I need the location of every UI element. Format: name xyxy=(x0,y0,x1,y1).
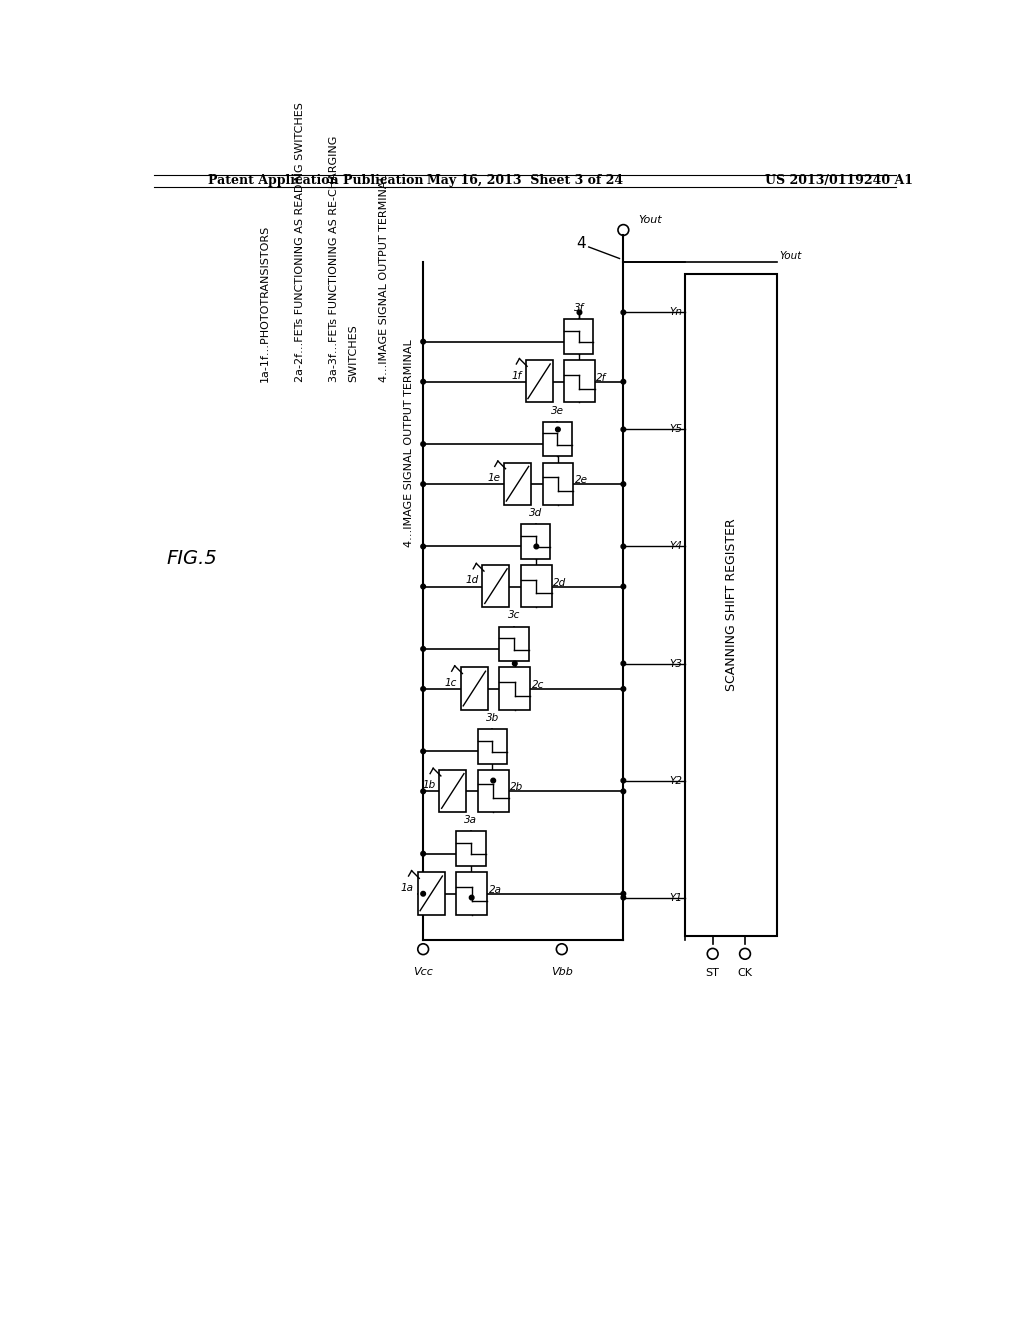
Circle shape xyxy=(421,585,425,589)
Text: 1d: 1d xyxy=(465,576,478,585)
Text: 2c: 2c xyxy=(531,680,544,690)
Text: Yn: Yn xyxy=(670,308,683,317)
Circle shape xyxy=(621,779,626,783)
Circle shape xyxy=(421,544,425,549)
Bar xyxy=(504,462,531,506)
Circle shape xyxy=(621,585,626,589)
Circle shape xyxy=(556,428,560,432)
Bar xyxy=(500,668,530,710)
Circle shape xyxy=(469,895,474,900)
Text: 2a-2f…FETs FUNCTIONING AS READING SWITCHES: 2a-2f…FETs FUNCTIONING AS READING SWITCH… xyxy=(295,102,304,381)
Circle shape xyxy=(621,891,626,896)
Circle shape xyxy=(421,647,425,651)
Text: 3a: 3a xyxy=(465,816,477,825)
Bar xyxy=(521,524,550,558)
Circle shape xyxy=(421,482,425,487)
Text: 4…IMAGE SIGNAL OUTPUT TERMINAL: 4…IMAGE SIGNAL OUTPUT TERMINAL xyxy=(379,174,389,381)
Text: CK: CK xyxy=(737,969,753,978)
Bar xyxy=(418,873,444,915)
Bar xyxy=(461,668,487,710)
Bar xyxy=(482,565,509,607)
Text: Y5: Y5 xyxy=(670,425,683,434)
Circle shape xyxy=(490,779,496,783)
Circle shape xyxy=(421,851,425,857)
Text: ST: ST xyxy=(706,969,720,978)
Text: Y4: Y4 xyxy=(670,541,683,552)
Circle shape xyxy=(421,891,425,896)
Text: 3d: 3d xyxy=(529,508,542,517)
Circle shape xyxy=(421,686,425,692)
Circle shape xyxy=(621,686,626,692)
Text: 1c: 1c xyxy=(444,677,457,688)
Text: 2a: 2a xyxy=(488,884,502,895)
Text: May 16, 2013  Sheet 3 of 24: May 16, 2013 Sheet 3 of 24 xyxy=(427,174,623,187)
Circle shape xyxy=(621,789,626,793)
Circle shape xyxy=(421,442,425,446)
Text: Y3: Y3 xyxy=(670,659,683,668)
Text: 3a-3f…FETs FUNCTIONING AS RE-CHARGING: 3a-3f…FETs FUNCTIONING AS RE-CHARGING xyxy=(330,136,339,381)
Bar xyxy=(685,275,777,936)
Text: Patent Application Publication: Patent Application Publication xyxy=(208,174,423,187)
Text: Y1: Y1 xyxy=(670,892,683,903)
Circle shape xyxy=(621,379,626,384)
Bar xyxy=(478,729,507,763)
Circle shape xyxy=(621,544,626,549)
Text: 4…IMAGE SIGNAL OUTPUT TERMINAL: 4…IMAGE SIGNAL OUTPUT TERMINAL xyxy=(403,339,414,548)
Bar xyxy=(543,422,571,457)
Circle shape xyxy=(578,310,582,314)
Circle shape xyxy=(621,895,626,900)
Circle shape xyxy=(512,661,517,665)
Bar xyxy=(521,565,552,607)
Text: Vcc: Vcc xyxy=(414,966,433,977)
Circle shape xyxy=(421,339,425,345)
Text: Yout: Yout xyxy=(639,215,663,224)
Bar xyxy=(457,873,487,915)
Text: Vbb: Vbb xyxy=(551,966,572,977)
Circle shape xyxy=(421,789,425,793)
Bar xyxy=(457,832,485,866)
Bar xyxy=(564,360,595,403)
Circle shape xyxy=(621,310,626,314)
Circle shape xyxy=(621,428,626,432)
Text: 2d: 2d xyxy=(553,578,566,587)
Text: 2f: 2f xyxy=(596,372,606,383)
Text: 1f: 1f xyxy=(511,371,521,380)
Circle shape xyxy=(421,379,425,384)
Text: FIG.5: FIG.5 xyxy=(167,549,217,569)
Text: 1a: 1a xyxy=(401,883,414,892)
Circle shape xyxy=(421,748,425,754)
Circle shape xyxy=(621,482,626,487)
Text: US 2013/0119240 A1: US 2013/0119240 A1 xyxy=(765,174,913,187)
Text: 3e: 3e xyxy=(551,405,563,416)
Bar xyxy=(478,770,509,812)
Text: 2b: 2b xyxy=(510,783,523,792)
Text: SWITCHES: SWITCHES xyxy=(348,323,358,381)
Text: 4: 4 xyxy=(577,235,586,251)
Bar xyxy=(439,770,466,812)
Text: 3f: 3f xyxy=(573,304,584,313)
Text: Yout: Yout xyxy=(779,251,801,261)
Text: SCANNING SHIFT REGISTER: SCANNING SHIFT REGISTER xyxy=(725,519,737,692)
Bar xyxy=(500,627,528,661)
Circle shape xyxy=(535,544,539,549)
Bar xyxy=(543,462,573,506)
Text: 1b: 1b xyxy=(422,780,435,791)
Circle shape xyxy=(621,661,626,665)
Text: 3c: 3c xyxy=(508,610,520,620)
Bar xyxy=(525,360,553,403)
Text: 1e: 1e xyxy=(487,473,500,483)
Text: 2e: 2e xyxy=(574,475,588,486)
Bar xyxy=(564,319,593,354)
Text: 3b: 3b xyxy=(485,713,499,723)
Text: Y2: Y2 xyxy=(670,776,683,785)
Text: 1a-1f…PHOTOTRANSISTORS: 1a-1f…PHOTOTRANSISTORS xyxy=(260,224,270,381)
